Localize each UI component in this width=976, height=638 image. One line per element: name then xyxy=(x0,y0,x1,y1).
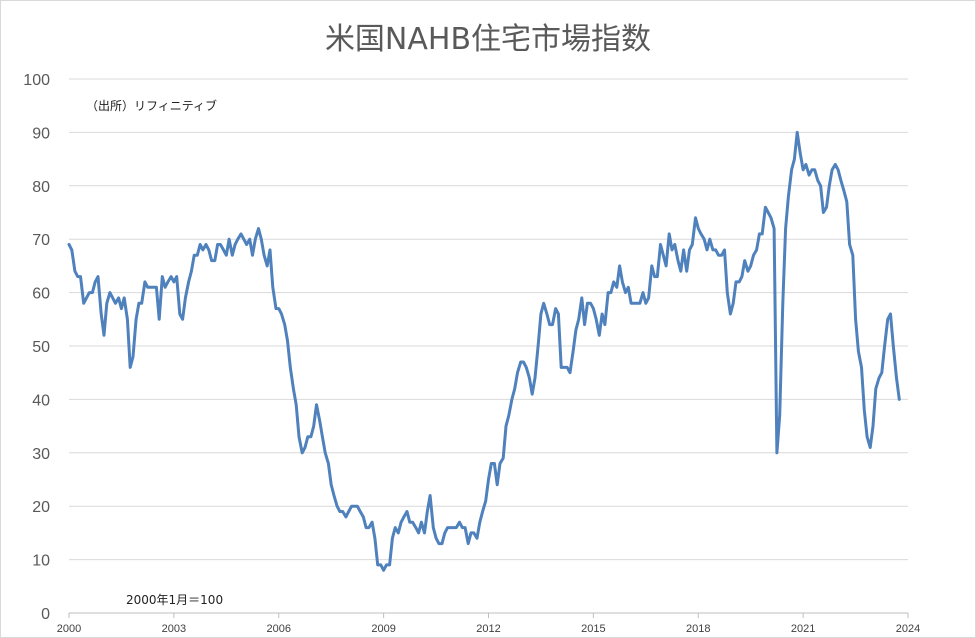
y-tick-label: 40 xyxy=(32,392,50,409)
y-tick-label: 60 xyxy=(32,286,50,303)
grid-lines xyxy=(69,78,908,614)
series-line-0 xyxy=(67,130,901,572)
base-note: 2000年1月＝100 xyxy=(126,593,223,607)
x-tick-label: 2003 xyxy=(162,623,186,635)
x-tick-label: 2012 xyxy=(476,623,500,635)
x-tick-label: 2015 xyxy=(581,623,605,635)
y-tick-label: 0 xyxy=(41,606,50,623)
x-tick-label: 2000 xyxy=(57,623,81,635)
x-tick-labels: 2000 2003 2006 2009 2012 2015 2018 2021 2024 xyxy=(57,613,920,635)
y-tick-label: 50 xyxy=(32,339,50,356)
y-tick-label: 10 xyxy=(32,553,50,570)
x-tick-label: 2021 xyxy=(791,623,815,635)
source-note: （出所）リフィニティブ xyxy=(86,98,217,113)
series-group xyxy=(67,130,901,572)
x-tick-label: 2006 xyxy=(267,623,291,635)
y-tick-label: 30 xyxy=(32,446,50,463)
x-tick-label: 2009 xyxy=(371,623,395,635)
y-tick-label: 90 xyxy=(32,125,50,142)
y-tick-label: 100 xyxy=(23,72,50,89)
y-tick-label: 80 xyxy=(32,179,50,196)
chart-title: 米国NAHB住宅市場指数 xyxy=(324,22,652,57)
x-tick-label: 2024 xyxy=(896,623,920,635)
y-tick-label: 20 xyxy=(32,499,50,516)
x-tick-label: 2018 xyxy=(686,623,710,635)
y-tick-labels: 0 10 20 30 40 50 60 70 80 90 100 xyxy=(23,72,50,623)
y-tick-label: 70 xyxy=(32,232,50,249)
